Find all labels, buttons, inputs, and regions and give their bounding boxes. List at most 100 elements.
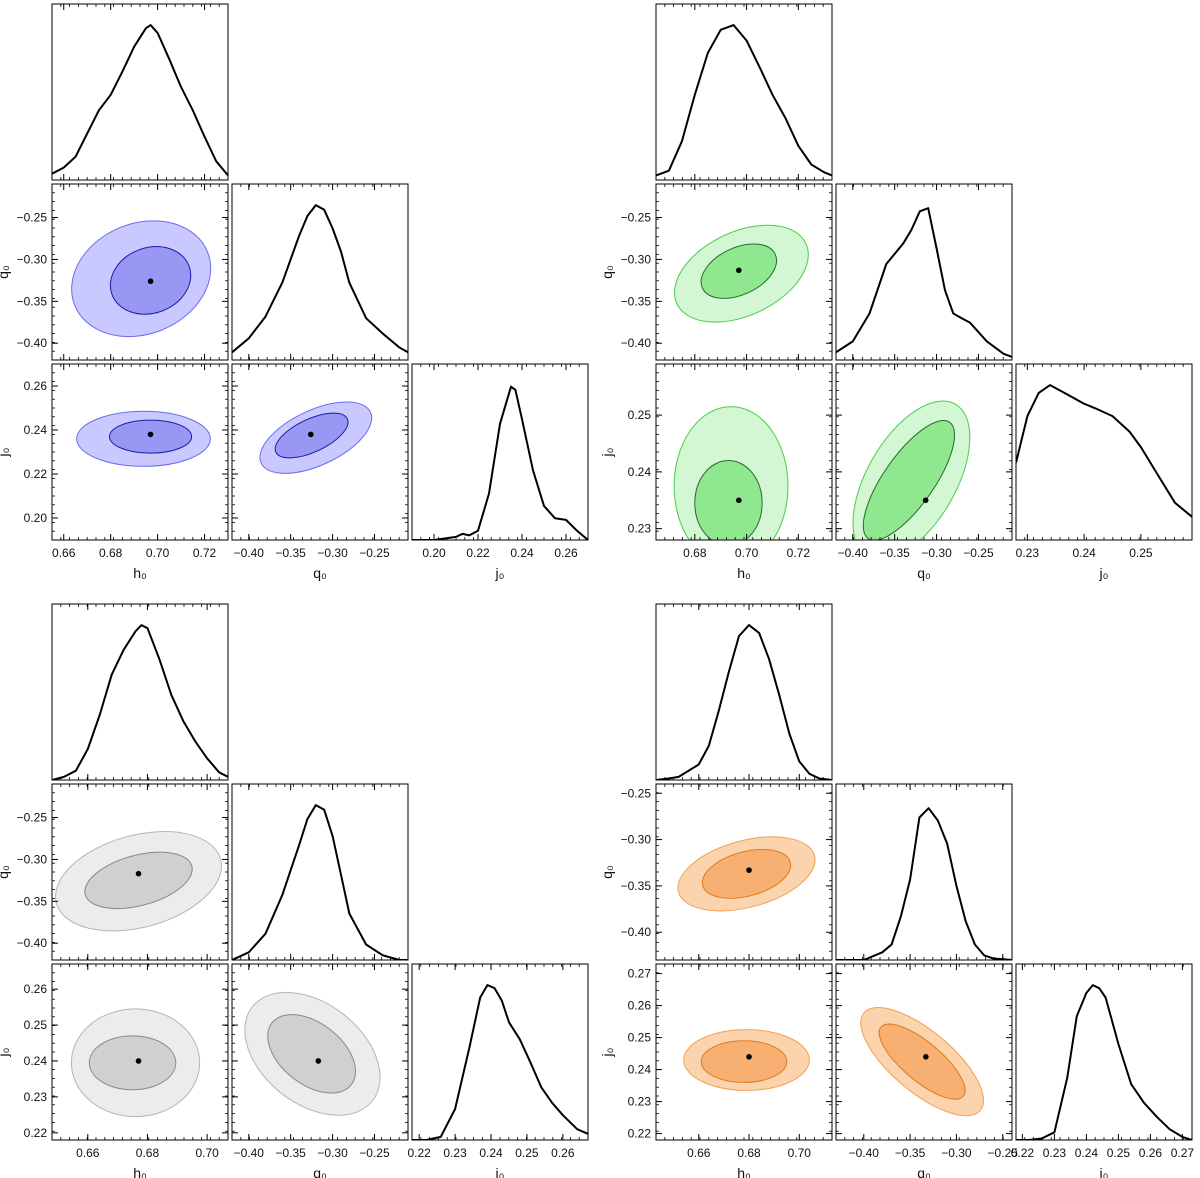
panel-frame bbox=[231, 783, 409, 961]
panel-content bbox=[232, 804, 408, 960]
panel-content bbox=[656, 624, 832, 780]
axis-j0-ytick-label: 0.25 bbox=[628, 408, 652, 422]
axis-q0-ytick-label: −0.25 bbox=[17, 811, 48, 825]
marginal-curve-j0 bbox=[412, 984, 588, 1140]
contour-1sigma bbox=[862, 419, 956, 540]
axis-q0-xtick-label: −0.35 bbox=[895, 1146, 926, 1160]
axis-q0-ytick-label: −0.35 bbox=[17, 894, 48, 908]
ylabel-q0: q₀ bbox=[0, 265, 11, 279]
panel-frame bbox=[411, 363, 589, 541]
xlabel-j0: j₀ bbox=[495, 1165, 505, 1178]
panel-ticks: −0.25 −0.30 −0.35 −0.40 bbox=[621, 784, 832, 960]
axis-j0-ytick-label: 0.27 bbox=[628, 967, 652, 981]
panel-h0-q0: −0.25 −0.30 −0.35 −0.40 q₀ bbox=[0, 183, 229, 361]
marginal-curve-q0 bbox=[232, 804, 408, 960]
axis-j0-ytick-label: 0.23 bbox=[628, 522, 652, 536]
xlabel-j0: j₀ bbox=[495, 565, 505, 581]
panel-frame bbox=[51, 3, 229, 181]
marginal-curve-j0 bbox=[1016, 384, 1192, 518]
axis-q0-xtick-label: −0.40 bbox=[849, 1146, 880, 1160]
axis-j0-xtick-label: 0.24 bbox=[479, 1146, 503, 1160]
axis-q0-xtick-label: −0.40 bbox=[234, 546, 265, 560]
axis-h0-xtick-label: 0.66 bbox=[76, 1146, 100, 1160]
panel-ticks: 0.66 0.68 0.70 0.72 0.26 0.24 0.22 0.20 bbox=[24, 364, 228, 560]
axis-j0-ytick-label: 0.22 bbox=[628, 1127, 652, 1141]
axis-j0-xtick-label: 0.26 bbox=[554, 546, 578, 560]
axis-j0-xtick-label: 0.27 bbox=[1171, 1146, 1195, 1160]
axis-j0-ytick-label: 0.25 bbox=[628, 1031, 652, 1045]
panel-q0-q0 bbox=[835, 783, 1013, 961]
axis-q0-xtick-label: −0.30 bbox=[921, 546, 952, 560]
panel-ticks bbox=[240, 184, 400, 360]
marginal-curve-h0 bbox=[656, 24, 832, 177]
panel-h0-j0: 0.66 0.68 0.70 0.27 0.26 0.25 0.24 0.23 0.22 h₀ j₀ bbox=[599, 963, 833, 1178]
axis-h0-xtick-label: 0.70 bbox=[146, 546, 170, 560]
panel-q0-j0: −0.40 −0.35 −0.30 −0.25 q₀ bbox=[835, 963, 1018, 1178]
axis-q0-ytick-label: −0.25 bbox=[17, 211, 48, 225]
panel-ticks bbox=[60, 4, 220, 180]
panel-content bbox=[677, 836, 816, 912]
axis-q0-xtick-label: −0.35 bbox=[879, 546, 910, 560]
axis-j0-ytick-label: 0.23 bbox=[24, 1090, 48, 1104]
panel-j0-j0: 0.20 0.22 0.24 0.26 j₀ bbox=[411, 363, 589, 581]
axis-q0-xtick-label: −0.30 bbox=[317, 1146, 348, 1160]
axis-h0-xtick-label: 0.66 bbox=[52, 546, 76, 560]
best-fit-point bbox=[135, 870, 142, 877]
panel-h0-h0 bbox=[51, 603, 229, 781]
axis-j0-ytick-label: 0.24 bbox=[628, 465, 652, 479]
marginal-curve-j0 bbox=[412, 385, 588, 540]
best-fit-point bbox=[736, 267, 742, 274]
panel-content bbox=[683, 1029, 810, 1091]
xlabel-h0: h₀ bbox=[737, 565, 751, 581]
axis-h0-xtick-label: 0.68 bbox=[99, 546, 123, 560]
xlabel-j0: j₀ bbox=[1099, 1165, 1109, 1178]
axis-j0-ytick-label: 0.20 bbox=[24, 511, 48, 525]
panel-ticks: −0.40 −0.35 −0.30 −0.25 bbox=[836, 964, 1018, 1160]
panel-content bbox=[52, 624, 228, 780]
axis-q0-xtick-label: −0.25 bbox=[988, 1146, 1019, 1160]
axis-j0-ytick-label: 0.24 bbox=[24, 423, 48, 437]
panel-q0-q0 bbox=[835, 183, 1013, 361]
axis-q0-xtick-label: −0.35 bbox=[275, 546, 306, 560]
panel-content bbox=[244, 991, 381, 1116]
axis-q0-xtick-label: −0.30 bbox=[941, 1146, 972, 1160]
panel-h0-h0 bbox=[655, 603, 833, 781]
panel-ticks: 0.22 0.23 0.24 0.25 0.26 0.27 bbox=[1011, 964, 1195, 1160]
axis-q0-ytick-label: −0.35 bbox=[17, 294, 48, 308]
ylabel-j0: j₀ bbox=[0, 1047, 11, 1057]
axis-j0-xtick-label: 0.22 bbox=[466, 546, 490, 560]
axis-h0-xtick-label: 0.72 bbox=[787, 546, 811, 560]
axis-h0-xtick-label: 0.68 bbox=[136, 1146, 160, 1160]
axis-j0-xtick-label: 0.25 bbox=[515, 1146, 539, 1160]
xlabel-q0: q₀ bbox=[917, 1165, 931, 1178]
axis-j0-xtick-label: 0.24 bbox=[1075, 1146, 1099, 1160]
axis-j0-ytick-label: 0.24 bbox=[24, 1054, 48, 1068]
axis-h0-xtick-label: 0.70 bbox=[788, 1146, 812, 1160]
marginal-curve-h0 bbox=[52, 24, 228, 177]
axis-q0-ytick-label: −0.30 bbox=[621, 833, 652, 847]
contour-1sigma bbox=[878, 1023, 966, 1100]
panel-ticks: 0.68 0.70 0.72 0.25 0.24 0.23 bbox=[628, 364, 832, 560]
best-fit-point bbox=[315, 1058, 322, 1064]
panel-h0-j0: 0.66 0.68 0.70 0.72 0.26 0.24 0.22 0.20 h₀ j₀ bbox=[0, 363, 229, 581]
axis-q0-xtick-label: −0.25 bbox=[359, 546, 390, 560]
axis-j0-ytick-label: 0.26 bbox=[24, 982, 48, 996]
panel-h0-q0: −0.25 −0.30 −0.35 −0.40 q₀ bbox=[599, 183, 833, 361]
panel-content bbox=[656, 24, 832, 177]
axis-j0-xtick-label: 0.22 bbox=[408, 1146, 432, 1160]
panel-ticks bbox=[844, 784, 1004, 960]
best-fit-point bbox=[923, 1054, 929, 1060]
axis-q0-xtick-label: −0.40 bbox=[838, 546, 869, 560]
panel-ticks bbox=[664, 4, 824, 180]
axis-q0-ytick-label: −0.30 bbox=[17, 252, 48, 266]
panel-q0-j0: −0.40 −0.35 −0.30 −0.25 q₀ bbox=[835, 363, 1013, 581]
contour-1sigma bbox=[267, 1014, 356, 1094]
panel-content bbox=[71, 220, 212, 338]
xlabel-q0: q₀ bbox=[313, 1165, 327, 1178]
panel-ticks: 0.66 0.68 0.70 0.26 0.25 0.24 0.23 0.22 bbox=[24, 964, 228, 1160]
panel-content bbox=[1016, 384, 1192, 518]
xlabel-q0: q₀ bbox=[313, 565, 327, 581]
axis-h0-xtick-label: 0.66 bbox=[687, 1146, 711, 1160]
